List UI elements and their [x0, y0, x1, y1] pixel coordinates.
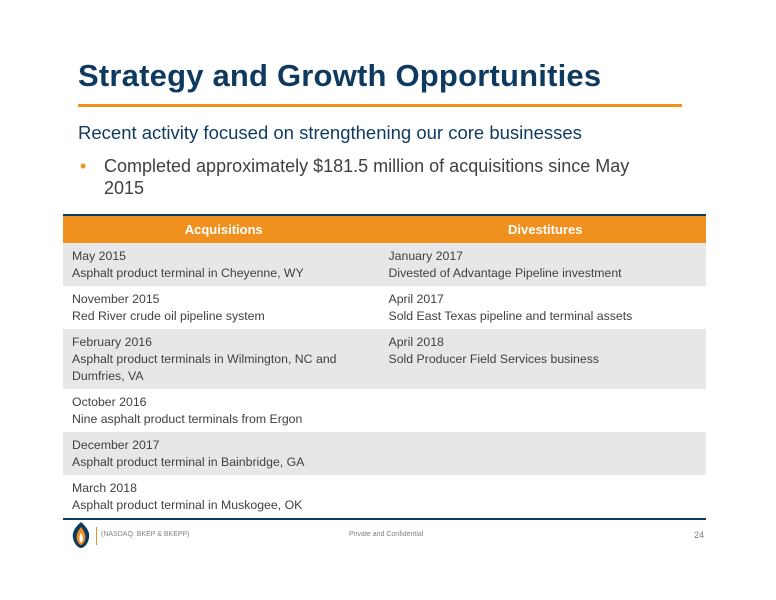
bullet-text: Completed approximately $181.5 million o… [104, 156, 630, 198]
acquisition-cell: December 2017 Asphalt product terminal i… [63, 437, 385, 471]
slide-title: Strategy and Growth Opportunities [78, 58, 602, 93]
divestiture-cell: April 2018 Sold Producer Field Services … [385, 334, 707, 385]
acquisition-description: Asphalt product terminal in Cheyenne, WY [72, 266, 304, 280]
acquisition-cell: May 2015 Asphalt product terminal in Che… [63, 248, 385, 282]
flame-logo-icon [72, 522, 90, 548]
header-acquisitions: Acquisitions [184, 222, 263, 237]
table-row: October 2016 Nine asphalt product termin… [63, 389, 706, 432]
acquisition-date: February 2016 [72, 335, 152, 349]
acquisition-date: November 2015 [72, 292, 160, 306]
slide-subtitle: Recent activity focused on strengthening… [78, 122, 582, 143]
bullet-marker: • [80, 156, 87, 176]
acquisition-date: October 2016 [72, 395, 147, 409]
title-underline [78, 104, 682, 107]
table-header: Acquisitions Divestitures [63, 216, 706, 243]
acquisition-date: May 2015 [72, 249, 127, 263]
divestiture-cell [385, 394, 707, 428]
divestiture-cell: April 2017 Sold East Texas pipeline and … [385, 291, 707, 325]
table-row: March 2018 Asphalt product terminal in M… [63, 475, 706, 518]
acquisition-description: Nine asphalt product terminals from Ergo… [72, 412, 303, 426]
divestiture-date: April 2017 [388, 292, 444, 306]
divestiture-date: January 2017 [388, 249, 464, 263]
divestiture-description: Sold Producer Field Services business [388, 352, 600, 366]
header-divestitures: Divestitures [508, 222, 583, 237]
acquisition-description: Asphalt product terminals in Wilmington,… [72, 352, 337, 383]
divestiture-description: Sold East Texas pipeline and terminal as… [388, 309, 633, 323]
acquisition-cell: March 2018 Asphalt product terminal in M… [63, 480, 385, 514]
acquisition-date: December 2017 [72, 438, 160, 452]
acquisition-description: Asphalt product terminal in Bainbridge, … [72, 455, 305, 469]
table-row: December 2017 Asphalt product terminal i… [63, 432, 706, 475]
footer-ticker: (NASDAQ: BKEP & BKEPP) [101, 531, 190, 538]
divestiture-cell: January 2017 Divested of Advantage Pipel… [385, 248, 707, 282]
divestiture-date: April 2018 [388, 335, 444, 349]
acquisition-description: Red River crude oil pipeline system [72, 309, 265, 323]
acquisition-cell: November 2015 Red River crude oil pipeli… [63, 291, 385, 325]
footer-confidential: Private and Confidential [349, 531, 424, 538]
bullet-item: • Completed approximately $181.5 million… [80, 155, 680, 199]
divestiture-cell [385, 437, 707, 471]
footer-separator [96, 527, 97, 545]
acquisition-date: March 2018 [72, 481, 137, 495]
table-row: February 2016 Asphalt product terminals … [63, 329, 706, 389]
table-row: May 2015 Asphalt product terminal in Che… [63, 243, 706, 286]
acquisition-description: Asphalt product terminal in Muskogee, OK [72, 498, 303, 512]
table-row: November 2015 Red River crude oil pipeli… [63, 286, 706, 329]
divestiture-description: Divested of Advantage Pipeline investmen… [388, 266, 622, 280]
activity-table: Acquisitions Divestitures May 2015 Aspha… [63, 214, 706, 520]
acquisition-cell: February 2016 Asphalt product terminals … [63, 334, 385, 385]
page-number: 24 [694, 530, 705, 540]
acquisition-cell: October 2016 Nine asphalt product termin… [63, 394, 385, 428]
divestiture-cell [385, 480, 707, 514]
